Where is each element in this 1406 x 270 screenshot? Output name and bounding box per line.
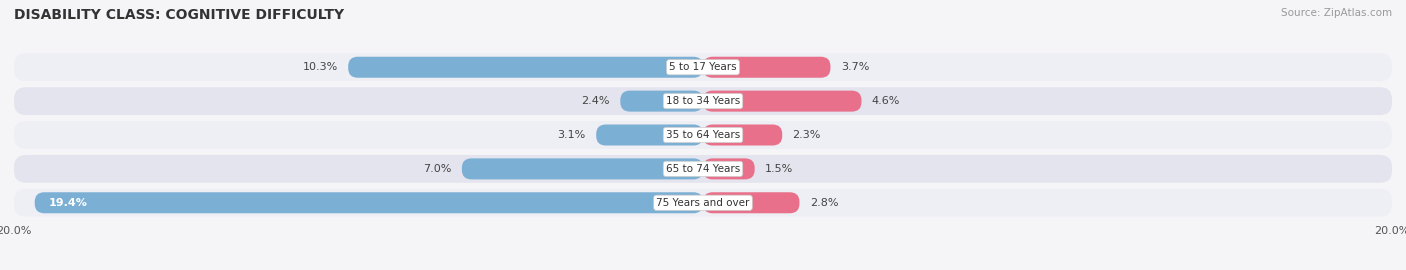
FancyBboxPatch shape	[14, 87, 1392, 115]
Text: 2.8%: 2.8%	[810, 198, 838, 208]
FancyBboxPatch shape	[14, 121, 1392, 149]
Text: 2.4%: 2.4%	[582, 96, 610, 106]
Text: 4.6%: 4.6%	[872, 96, 900, 106]
FancyBboxPatch shape	[703, 124, 782, 146]
Text: 10.3%: 10.3%	[302, 62, 337, 72]
Text: 3.7%: 3.7%	[841, 62, 869, 72]
Text: 2.3%: 2.3%	[793, 130, 821, 140]
FancyBboxPatch shape	[703, 57, 831, 78]
Text: 65 to 74 Years: 65 to 74 Years	[666, 164, 740, 174]
Text: 75 Years and over: 75 Years and over	[657, 198, 749, 208]
Text: 7.0%: 7.0%	[423, 164, 451, 174]
FancyBboxPatch shape	[14, 189, 1392, 217]
Text: 1.5%: 1.5%	[765, 164, 793, 174]
Text: 19.4%: 19.4%	[48, 198, 87, 208]
FancyBboxPatch shape	[349, 57, 703, 78]
Text: 5 to 17 Years: 5 to 17 Years	[669, 62, 737, 72]
Text: Source: ZipAtlas.com: Source: ZipAtlas.com	[1281, 8, 1392, 18]
FancyBboxPatch shape	[14, 53, 1392, 81]
Text: 18 to 34 Years: 18 to 34 Years	[666, 96, 740, 106]
FancyBboxPatch shape	[620, 91, 703, 112]
FancyBboxPatch shape	[35, 192, 703, 213]
Text: DISABILITY CLASS: COGNITIVE DIFFICULTY: DISABILITY CLASS: COGNITIVE DIFFICULTY	[14, 8, 344, 22]
FancyBboxPatch shape	[14, 155, 1392, 183]
Text: 3.1%: 3.1%	[558, 130, 586, 140]
FancyBboxPatch shape	[596, 124, 703, 146]
FancyBboxPatch shape	[703, 192, 800, 213]
FancyBboxPatch shape	[461, 158, 703, 179]
Text: 35 to 64 Years: 35 to 64 Years	[666, 130, 740, 140]
FancyBboxPatch shape	[703, 91, 862, 112]
FancyBboxPatch shape	[703, 158, 755, 179]
